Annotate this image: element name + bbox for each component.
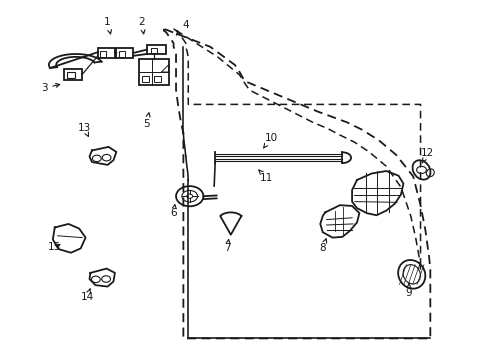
Text: 9: 9 — [404, 283, 411, 298]
Text: 12: 12 — [420, 148, 434, 163]
Bar — [100, 51, 106, 57]
Text: 10: 10 — [263, 132, 277, 148]
Text: 1: 1 — [104, 17, 111, 34]
Text: 6: 6 — [170, 204, 177, 218]
Bar — [116, 48, 133, 58]
Text: 3: 3 — [41, 83, 60, 93]
Bar — [119, 51, 124, 57]
Bar — [150, 48, 157, 53]
Bar — [63, 69, 82, 80]
Text: 13: 13 — [77, 123, 91, 136]
Bar — [146, 45, 166, 54]
Text: 2: 2 — [138, 17, 145, 34]
Text: 11: 11 — [259, 170, 273, 183]
Bar — [139, 59, 168, 85]
Bar — [98, 48, 115, 58]
Text: 4: 4 — [176, 20, 189, 35]
Text: 8: 8 — [319, 239, 326, 253]
Bar — [154, 76, 161, 82]
Text: 14: 14 — [80, 289, 94, 302]
Text: 15: 15 — [48, 242, 61, 252]
Text: 7: 7 — [224, 239, 230, 253]
Bar — [142, 76, 149, 82]
Text: 5: 5 — [143, 113, 150, 129]
Bar — [67, 72, 75, 78]
